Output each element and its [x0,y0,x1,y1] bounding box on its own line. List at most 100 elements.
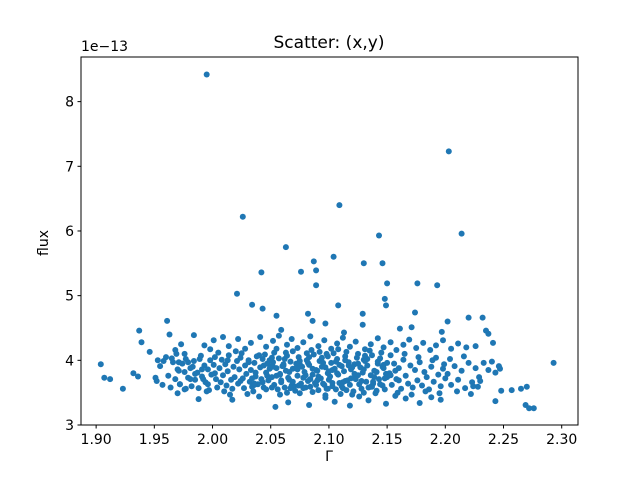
data-point [437,383,444,390]
data-point [138,339,145,346]
data-point [474,383,481,390]
data-point [332,386,339,393]
data-point [227,391,233,398]
data-point [384,280,391,287]
data-point [306,402,313,408]
data-point [316,348,323,355]
data-point [189,363,196,370]
data-point [454,388,460,395]
data-point [130,370,137,377]
y-axis-offset-text: 1e−13 [81,39,129,55]
data-point [257,334,264,340]
data-point [420,339,427,346]
data-point [157,363,164,370]
data-point [296,358,303,364]
data-point [526,405,533,412]
data-point [414,280,421,287]
data-point [400,341,407,348]
data-point [192,370,199,377]
data-point [268,374,275,381]
data-point [309,371,316,378]
data-point [181,369,188,375]
data-point [388,381,395,388]
data-point [251,380,258,387]
data-point [172,376,179,383]
data-point [369,352,375,359]
data-point [379,363,386,370]
data-point [352,338,359,345]
data-point [374,335,381,342]
data-point [465,314,472,321]
data-point [282,349,289,356]
data-point [296,390,303,397]
data-point [470,383,477,390]
data-point [318,354,325,361]
data-point [376,232,382,239]
data-point [252,369,259,376]
data-point [136,327,143,334]
axes-spines [80,56,579,426]
data-point [322,320,329,327]
data-point [294,372,301,379]
data-point [414,377,421,384]
data-point [331,398,338,405]
y-tick-label: 4 [65,353,74,369]
data-point [398,385,405,392]
data-point [284,341,290,348]
data-point [463,344,470,351]
data-point [320,380,327,387]
data-point [467,391,474,397]
data-point [415,354,422,361]
x-tick-label: 2.25 [488,432,519,448]
data-point [313,381,320,388]
data-point [300,339,307,346]
x-tick-label: 2.20 [430,432,461,448]
data-point [365,397,372,404]
data-point [190,358,197,364]
data-point [472,343,479,350]
data-point [341,329,347,336]
data-point [302,384,309,391]
data-point [335,302,342,309]
data-point [203,388,210,395]
data-point [428,363,435,370]
data-point [402,395,409,402]
data-point [272,403,279,410]
data-point [210,337,217,344]
data-point [342,357,349,364]
data-point [497,365,503,372]
data-point [381,386,388,393]
data-point [188,383,195,390]
data-point [321,337,328,344]
data-point [472,365,479,372]
data-point [387,352,394,359]
data-point [349,391,356,398]
data-point [401,350,408,357]
data-point [294,345,301,351]
data-point [107,376,114,383]
data-point [405,380,412,387]
data-point [409,384,416,391]
data-point [263,386,270,393]
data-point [492,369,499,376]
chart-title: Scatter: (x,y) [273,33,385,53]
data-point [259,379,266,386]
data-point [280,361,287,368]
data-point [300,374,307,381]
data-point [223,382,230,389]
data-point [423,374,430,381]
data-point [264,372,271,379]
data-point [355,360,361,367]
data-point [277,371,283,378]
data-point [307,376,314,383]
data-point [343,387,350,394]
data-point [460,353,467,360]
data-point [307,383,314,390]
data-point [230,363,237,370]
data-point [288,336,295,342]
data-point [376,376,382,383]
data-point [285,374,292,381]
data-point [225,343,232,350]
data-point [364,362,371,369]
